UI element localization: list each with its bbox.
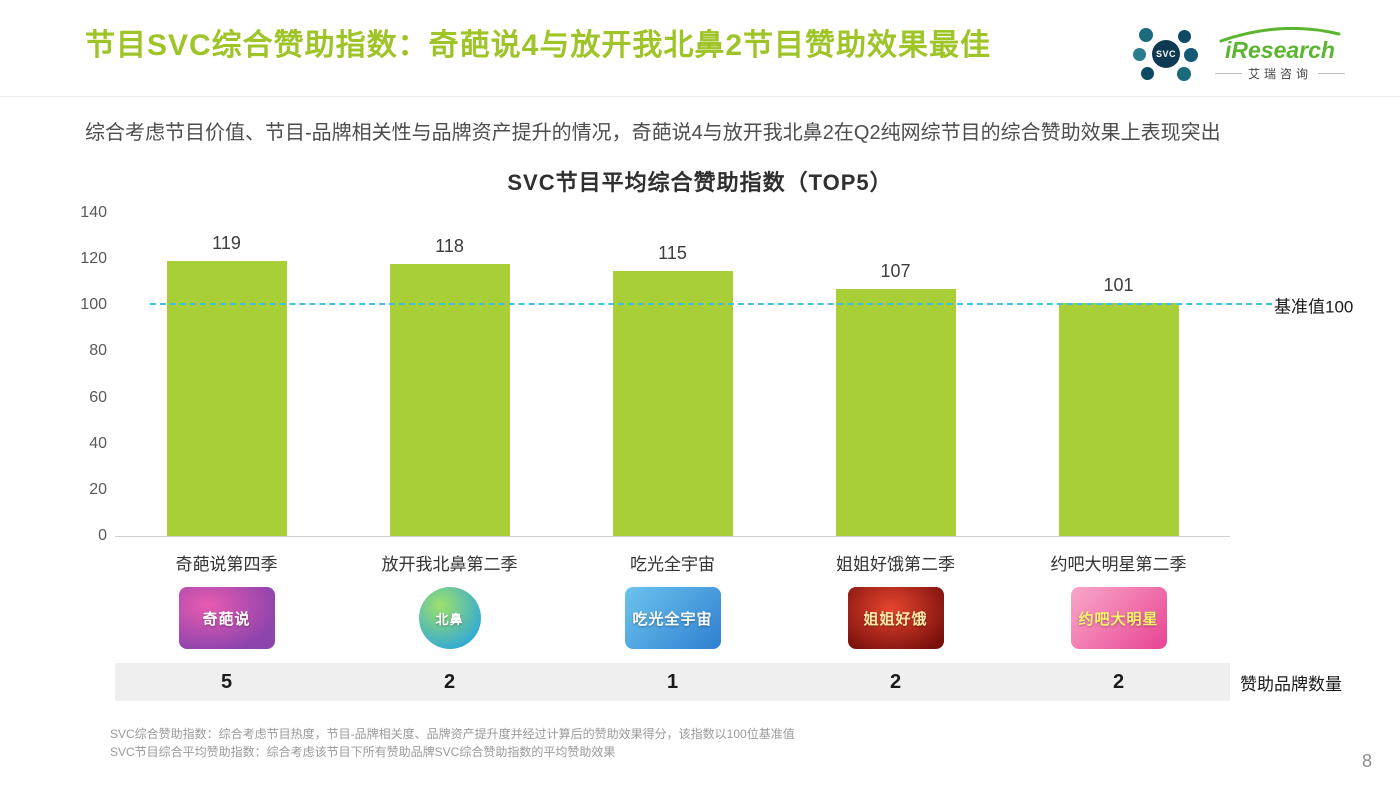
y-tick-label: 0 [98, 527, 107, 544]
bar [835, 289, 956, 536]
svc-badge-center: SVC [1152, 40, 1180, 68]
x-axis: 奇葩说第四季 放开我北鼻第二季 吃光全宇宙 姐姐好饿第二季 约吧大明星第二季 [70, 550, 1370, 575]
footnote: SVC节目综合平均赞助指数：综合考虑该节目下所有赞助品牌SVC综合赞助指数的平均… [110, 745, 616, 759]
sponsor-count-band: 5 2 1 2 2 赞助品牌数量 [70, 663, 1370, 701]
bar [389, 263, 510, 536]
x-axis-label: 吃光全宇宙 [630, 555, 715, 574]
show-logo-jiejiehaoe: 姐姐好饿 [847, 587, 944, 649]
logo-area: SVC iResearch 艾瑞咨询 [1133, 26, 1345, 82]
chart-title: SVC节目平均综合赞助指数（TOP5） [507, 170, 893, 195]
bar [612, 270, 733, 536]
bar-value-label: 119 [212, 233, 241, 254]
svc-dot-icon [1133, 48, 1146, 61]
baseline-100 [150, 303, 1272, 306]
x-axis-label: 约吧大明星第二季 [1050, 555, 1187, 574]
bar-value-label: 101 [1103, 274, 1134, 295]
sponsor-count-cell: 2 [1112, 670, 1125, 693]
chart-area: 140 120 100 80 60 40 20 0 119 118 115 [70, 205, 1370, 544]
bar-slot: 107 [784, 213, 1007, 536]
y-axis: 140 120 100 80 60 40 20 0 [70, 205, 115, 544]
show-logo-fangkaiwobeibi: 北鼻 [418, 587, 481, 649]
svc-dot-icon [1184, 48, 1198, 62]
intro-text: 综合考虑节目价值、节目-品牌相关性与品牌资产提升的情况，奇葩说4与放开我北鼻2在… [85, 122, 1221, 144]
chart-right-gutter: 基准值100 [1230, 213, 1370, 536]
plot-area: 119 118 115 107 101 [115, 213, 1272, 537]
svc-dot-icon [1178, 30, 1191, 43]
y-tick-label: 40 [89, 434, 107, 452]
bar [166, 261, 287, 536]
y-tick-label: 60 [89, 388, 107, 406]
svc-dot-icon [1141, 67, 1154, 80]
iresearch-brand-cn: 艾瑞咨询 [1215, 65, 1345, 82]
header: 节目SVC综合赞助指数：奇葩说4与放开我北鼻2节目赞助效果最佳 SVC iRes… [0, 0, 1400, 97]
bar-value-label: 118 [435, 235, 464, 256]
sponsor-count-cell: 2 [889, 670, 902, 693]
svc-diagram-logo: SVC [1133, 26, 1199, 82]
bar-value-label: 115 [658, 242, 687, 263]
bar-value-label: 107 [880, 261, 911, 282]
sponsor-count-cell: 2 [443, 670, 456, 693]
iresearch-logo: iResearch 艾瑞咨询 [1215, 26, 1345, 82]
baseline-label: 基准值100 [1274, 297, 1354, 317]
x-axis-label: 姐姐好饿第二季 [836, 555, 955, 574]
svc-dot-icon [1177, 67, 1191, 81]
y-tick-label: 140 [80, 204, 107, 221]
page-number: 8 [1361, 751, 1372, 771]
swoosh-icon [1219, 26, 1341, 42]
bars: 119 118 115 107 101 [115, 213, 1230, 536]
sponsor-count-label: 赞助品牌数量 [1240, 674, 1342, 694]
y-tick-label: 120 [80, 250, 107, 268]
x-axis-label: 奇葩说第四季 [175, 555, 278, 574]
bar-slot: 101 [1007, 213, 1230, 536]
bar [1058, 302, 1179, 536]
bar-slot: 119 [115, 213, 338, 536]
page-title: 节目SVC综合赞助指数：奇葩说4与放开我北鼻2节目赞助效果最佳 [85, 29, 992, 62]
footnotes: SVC综合赞助指数：综合考虑节目热度，节目-品牌相关度、品牌资产提升度并经过计算… [110, 725, 1400, 761]
y-tick-label: 20 [89, 480, 107, 498]
footnote: SVC综合赞助指数：综合考虑节目热度，节目-品牌相关度、品牌资产提升度并经过计算… [110, 727, 795, 741]
bar-slot: 118 [338, 213, 561, 536]
y-tick-label: 80 [89, 342, 107, 360]
show-logo-yuebadamingxing: 约吧大明星 [1070, 587, 1167, 649]
svc-dot-icon [1139, 28, 1153, 42]
y-tick-label: 100 [80, 296, 107, 314]
show-logo-chiguangquanyuzhou: 吃光全宇宙 [624, 587, 721, 649]
sponsor-count-cell: 1 [666, 670, 679, 693]
show-logos-row: 奇葩说 北鼻 吃光全宇宙 姐姐好饿 约吧大明星 [70, 583, 1370, 653]
show-logo-qipashuo: 奇葩说 [178, 587, 275, 649]
bar-slot: 115 [561, 213, 784, 536]
x-axis-label: 放开我北鼻第二季 [381, 555, 518, 574]
sponsor-count-cell: 5 [220, 670, 233, 693]
iresearch-brand-text: iResearch [1225, 36, 1335, 63]
